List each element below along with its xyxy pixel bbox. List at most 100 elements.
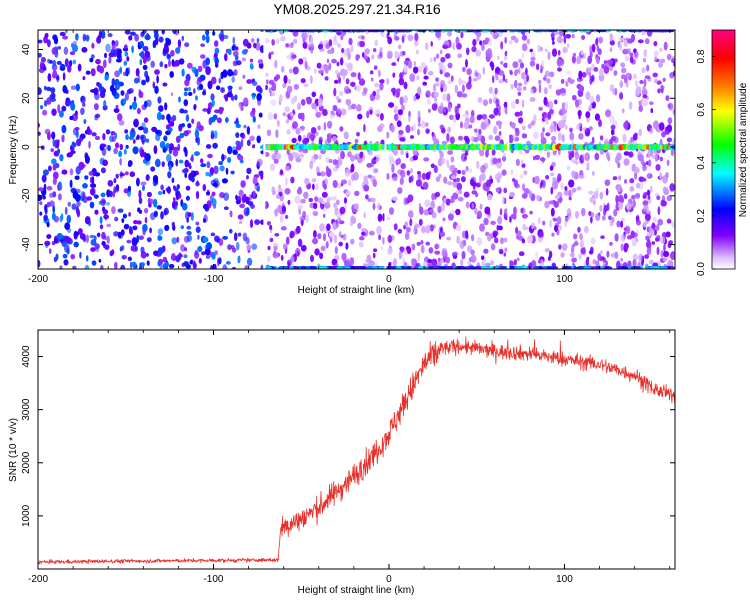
heatmap-cell	[541, 112, 548, 119]
heatmap-cell	[428, 70, 434, 76]
heatmap-cell	[324, 65, 329, 74]
heatmap-cell	[281, 205, 286, 214]
heatmap-cell	[450, 156, 455, 163]
heatmap-cell	[297, 238, 303, 247]
heatmap-cell	[349, 222, 354, 227]
heatmap-cell	[155, 133, 161, 142]
heatmap-cell	[579, 233, 583, 241]
heatmap-cell	[569, 132, 574, 141]
heatmap-cell	[671, 221, 675, 228]
heatmap-cell	[565, 125, 568, 130]
heatmap-cell	[142, 45, 149, 52]
heatmap-cell	[213, 263, 217, 269]
heatmap-cell	[187, 62, 193, 69]
heatmap-cell	[634, 80, 639, 87]
heatmap-cell	[154, 85, 159, 94]
heatmap-cell	[96, 82, 100, 87]
heatmap-cell	[406, 170, 411, 176]
heatmap-cell	[488, 134, 494, 141]
heatmap-cell	[225, 117, 229, 123]
heatmap-cell	[338, 231, 342, 238]
heatmap-cell	[537, 228, 544, 238]
heatmap-cell	[188, 86, 191, 92]
heatmap-cell	[472, 77, 478, 82]
heatmap-cell	[218, 238, 224, 246]
heatmap-cell	[207, 80, 213, 90]
heatmap-cell	[88, 171, 94, 176]
heatmap-cell	[206, 161, 211, 169]
heatmap-cell	[456, 91, 463, 98]
heatmap-cell	[211, 99, 215, 107]
heatmap-cell	[444, 72, 451, 78]
heatmap-cell	[363, 184, 370, 192]
heatmap-cell	[174, 200, 178, 207]
heatmap-cell	[558, 224, 562, 231]
heatmap-cell	[632, 73, 638, 80]
heatmap-cell	[486, 179, 492, 188]
heatmap-cell	[138, 52, 145, 57]
heatmap-cell	[393, 149, 399, 156]
heatmap-cell	[132, 225, 138, 231]
heatmap-cell	[611, 136, 617, 142]
heatmap-cell	[340, 57, 344, 66]
heatmap-cell	[90, 239, 97, 246]
heatmap-cell	[547, 111, 552, 120]
heatmap-cell	[343, 131, 349, 140]
heatmap-cell	[164, 42, 167, 51]
heatmap-cell	[376, 125, 383, 133]
heatmap-cell	[510, 169, 514, 175]
heatmap-cell	[636, 86, 642, 94]
heatmap-cell	[38, 259, 41, 268]
heatmap-cell	[619, 80, 623, 88]
heatmap-cell	[302, 41, 308, 49]
heatmap-cell	[220, 87, 226, 93]
heatmap-cell	[74, 175, 80, 180]
heatmap-cell	[350, 72, 357, 78]
heatmap-cell	[532, 177, 535, 183]
heatmap-cell	[404, 231, 410, 240]
heatmap-cell	[668, 240, 673, 245]
heatmap-cell	[91, 187, 96, 196]
heatmap-cell	[350, 81, 356, 87]
heatmap-cell	[498, 125, 502, 129]
heatmap-cell	[39, 211, 43, 216]
heatmap-cell	[571, 34, 575, 39]
heatmap-cell	[150, 60, 155, 68]
heatmap-cell	[246, 257, 253, 267]
heatmap-cell	[382, 237, 385, 245]
heatmap-cell	[295, 157, 302, 163]
heatmap-cell	[403, 197, 408, 206]
heatmap-cell	[653, 50, 659, 57]
heatmap-cell	[258, 112, 263, 118]
heatmap-cell	[312, 211, 319, 217]
heatmap-cell	[435, 30, 442, 38]
heatmap-cell	[562, 244, 567, 251]
heatmap-cell	[85, 70, 91, 75]
heatmap-cell	[495, 187, 500, 193]
heatmap-cell	[566, 43, 570, 48]
heatmap-cell	[69, 116, 74, 120]
heatmap-cell	[417, 115, 421, 124]
heatmap-cell	[191, 176, 195, 183]
heatmap-cell	[250, 38, 255, 43]
heatmap-cell	[556, 216, 562, 225]
heatmap-cell	[38, 87, 42, 95]
heatmap-cell	[599, 204, 603, 212]
heatmap-cell	[548, 84, 553, 89]
heatmap-cell	[638, 128, 643, 137]
heatmap-cell	[322, 108, 328, 117]
heatmap-cell	[569, 79, 575, 84]
heatmap-cell	[340, 108, 347, 116]
heatmap-cell	[633, 51, 639, 59]
heatmap-cell	[284, 106, 290, 113]
heatmap-cell	[465, 137, 470, 145]
heatmap-cell	[484, 206, 491, 215]
heatmap-cell	[171, 59, 175, 67]
heatmap-cell	[431, 193, 435, 201]
heatmap-cell	[127, 185, 131, 192]
heatmap-cell	[374, 39, 378, 47]
heatmap-cell	[414, 223, 421, 228]
heatmap-cell	[214, 40, 219, 47]
heatmap-cell	[605, 188, 609, 196]
heatmap-cell	[143, 127, 149, 134]
